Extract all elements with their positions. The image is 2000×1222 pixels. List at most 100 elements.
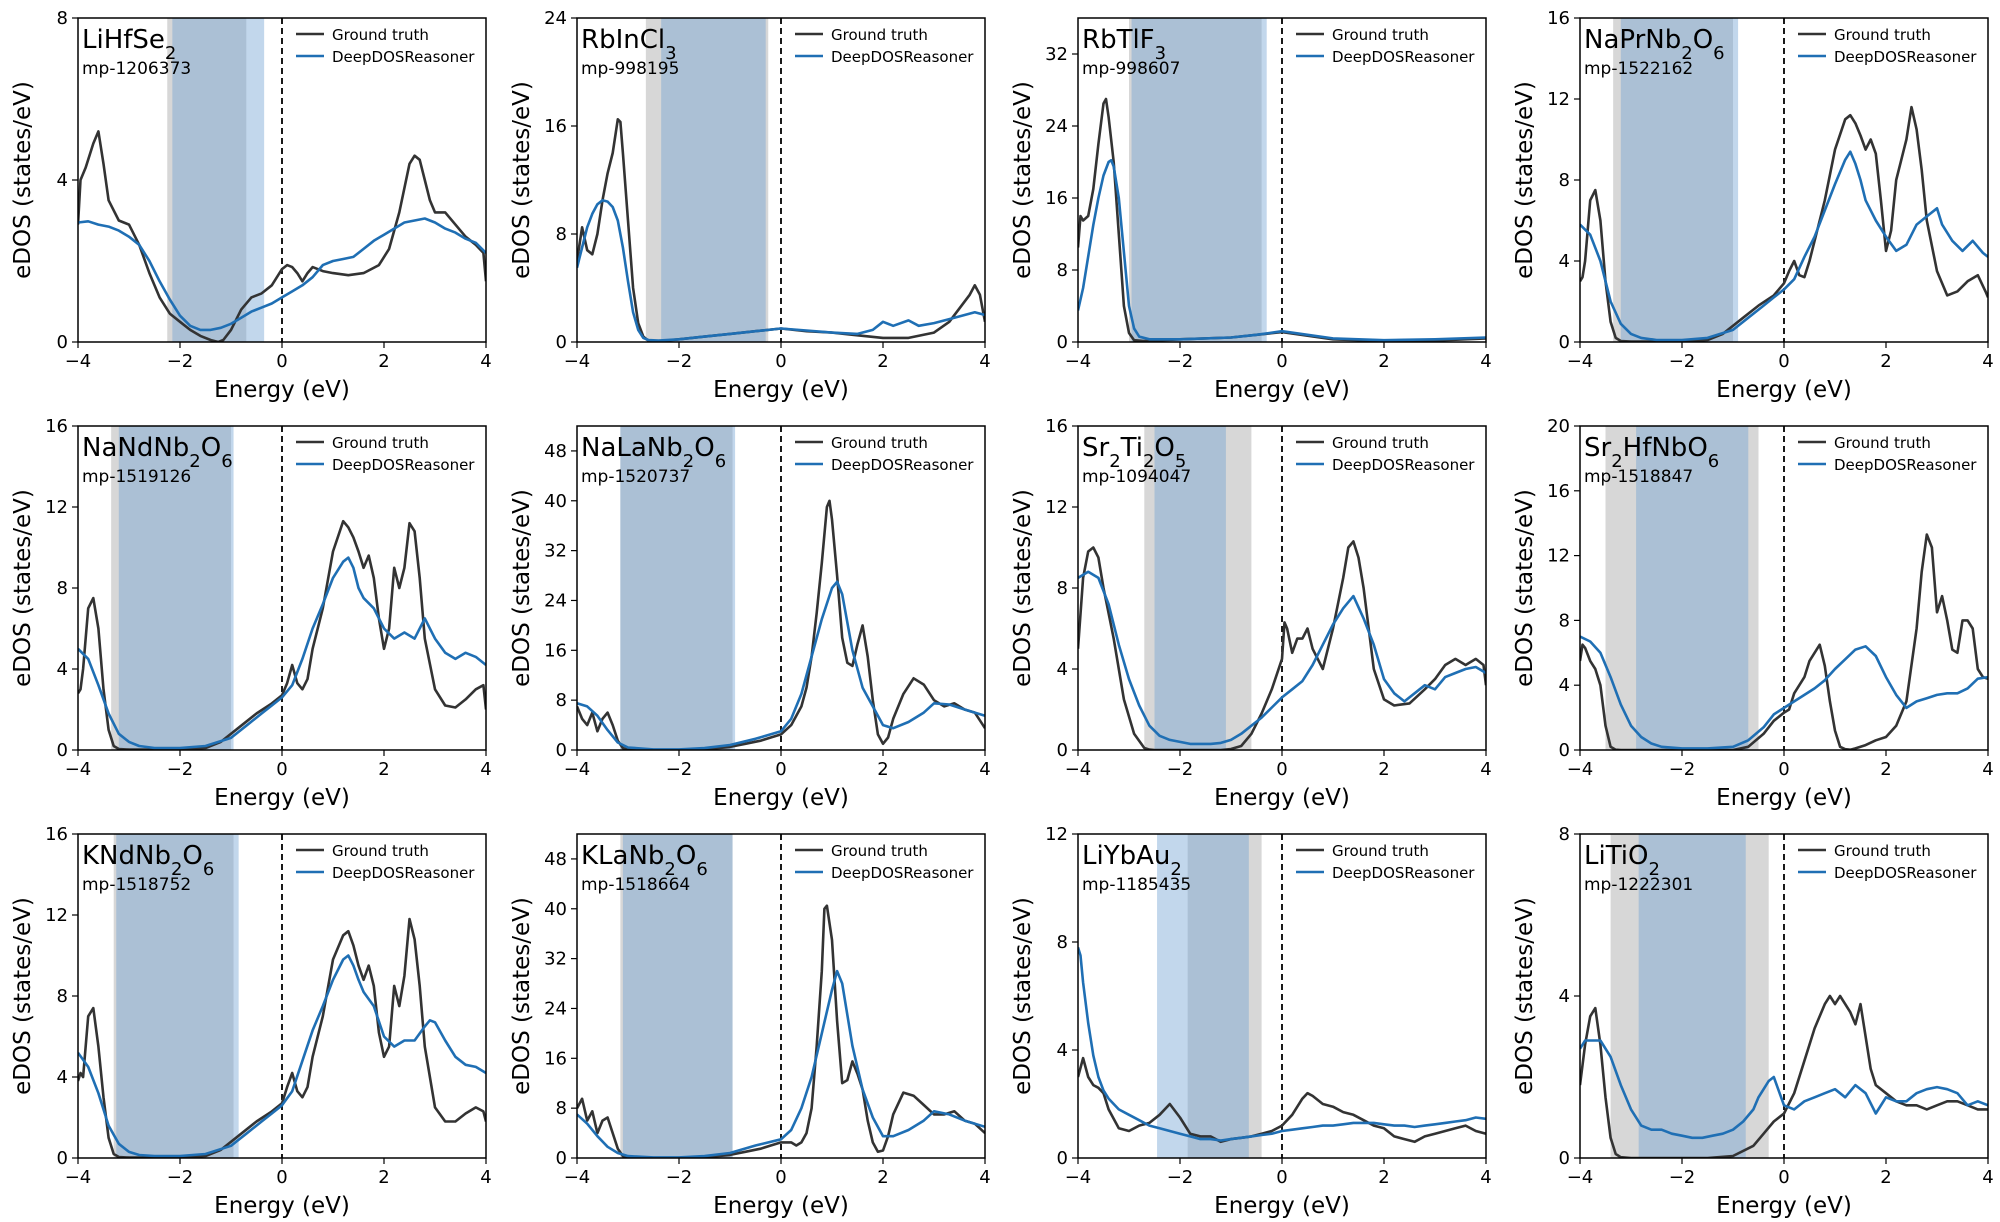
x-tick-label: 0	[1276, 1167, 1287, 1188]
x-tick-label: 0	[775, 351, 786, 372]
x-tick-label: 2	[1880, 1167, 1891, 1188]
y-tick-label: 8	[1559, 610, 1570, 631]
y-tick-label: 24	[1045, 116, 1068, 137]
x-tick-label: 2	[1378, 759, 1389, 780]
band-gap-ground-truth	[645, 18, 769, 342]
x-tick-label: 2	[877, 351, 888, 372]
x-tick-label: 0	[1778, 759, 1789, 780]
x-tick-label: 4	[979, 759, 990, 780]
chart-panel: −4 −2 0 2 4 0 4 8 12 16 Energy (eV) eDOS (states/eV…	[1010, 416, 1492, 811]
x-tick-label: 0	[1276, 351, 1287, 372]
legend-label: DeepDOSReasoner	[831, 48, 974, 66]
chart-panel: −4 −2 0 2 4 0 4 8 12 16 Energy (eV) eDOS (states/eV…	[1512, 8, 1994, 403]
legend-label: DeepDOSReasoner	[332, 456, 475, 474]
material-id: mp-1519126	[82, 467, 191, 487]
y-tick-label: 20	[1547, 416, 1570, 437]
y-tick-label: 8	[556, 224, 567, 245]
band-gap-ground-truth	[1610, 834, 1769, 1158]
x-tick-label: 0	[775, 759, 786, 780]
y-tick-label: 0	[1057, 332, 1068, 353]
x-tick-label: 0	[1778, 1167, 1789, 1188]
x-tick-label: −4	[1065, 759, 1092, 780]
y-tick-label: 12	[45, 497, 68, 518]
material-id: mp-998607	[1082, 59, 1180, 79]
y-tick-label: 16	[1045, 188, 1068, 209]
x-axis-label: Energy (eV)	[1214, 785, 1350, 811]
x-tick-label: 2	[378, 759, 389, 780]
y-tick-label: 12	[45, 905, 68, 926]
band-gap-predicted	[1154, 426, 1226, 750]
legend-label: DeepDOSReasoner	[332, 48, 475, 66]
material-id: mp-1222301	[1584, 875, 1693, 895]
material-formula: Sr2HfNbO6	[1584, 433, 1719, 472]
chart-panel: −4 −2 0 2 4 0 4 8 12 16 Energy (eV) eDOS (states/eV…	[10, 824, 492, 1219]
prediction-line	[1580, 1039, 1988, 1140]
ground-truth-line	[78, 130, 486, 342]
ground-truth-line	[78, 917, 486, 1158]
band-gap-predicted	[116, 834, 239, 1158]
y-tick-label: 8	[57, 578, 68, 599]
y-tick-label: 8	[1559, 824, 1570, 845]
x-tick-label: 4	[480, 759, 491, 780]
y-tick-label: 24	[544, 998, 567, 1019]
y-tick-label: 16	[1045, 416, 1068, 437]
legend-label: Ground truth	[1834, 434, 1931, 452]
legend-label: Ground truth	[332, 26, 429, 44]
ground-truth-line	[1580, 994, 1988, 1158]
x-tick-label: −2	[1167, 1167, 1194, 1188]
x-tick-label: −2	[1167, 759, 1194, 780]
y-tick-label: 12	[1045, 824, 1068, 845]
band-gap-ground-truth	[1129, 18, 1262, 342]
x-tick-label: 0	[276, 1167, 287, 1188]
prediction-line	[1078, 158, 1486, 342]
chart-panel: −4 −2 0 2 4 0 4 8 12 Energy (eV) eDOS (states/eV) L…	[1010, 824, 1492, 1219]
band-gap-ground-truth	[1144, 426, 1252, 750]
x-tick-label: −4	[1567, 759, 1594, 780]
x-tick-label: 2	[1378, 1167, 1389, 1188]
y-tick-label: 0	[1057, 740, 1068, 761]
legend-label: DeepDOSReasoner	[1332, 456, 1475, 474]
material-id: mp-1518847	[1584, 467, 1693, 487]
y-axis-label: eDOS (states/eV)	[10, 81, 36, 279]
x-tick-label: −4	[1065, 1167, 1092, 1188]
legend-label: Ground truth	[1332, 434, 1429, 452]
material-formula: Sr2Ti2O5	[1082, 433, 1186, 472]
legend-label: Ground truth	[1834, 842, 1931, 860]
y-tick-label: 0	[57, 740, 68, 761]
band-gap-predicted	[1157, 834, 1249, 1158]
y-tick-label: 8	[57, 986, 68, 1007]
x-tick-label: 4	[979, 1167, 990, 1188]
x-tick-label: −2	[1669, 351, 1696, 372]
x-tick-label: 0	[1778, 351, 1789, 372]
y-axis-label: eDOS (states/eV)	[10, 489, 36, 687]
y-axis-label: eDOS (states/eV)	[1512, 489, 1538, 687]
legend-label: Ground truth	[1332, 842, 1429, 860]
y-axis-label: eDOS (states/eV)	[1010, 81, 1036, 279]
y-axis-label: eDOS (states/eV)	[10, 897, 36, 1095]
x-axis-label: Energy (eV)	[713, 377, 849, 403]
legend-label: DeepDOSReasoner	[1834, 48, 1977, 66]
band-gap-ground-truth	[111, 426, 231, 750]
prediction-line	[577, 199, 985, 342]
x-tick-label: 2	[1880, 351, 1891, 372]
x-tick-label: −2	[167, 351, 194, 372]
material-formula: LiTiO2	[1584, 841, 1660, 880]
legend-label: DeepDOSReasoner	[1332, 864, 1475, 882]
band-gap-ground-truth	[620, 426, 733, 750]
legend-label: DeepDOSReasoner	[831, 864, 974, 882]
y-tick-label: 4	[1057, 1040, 1068, 1061]
ground-truth-line	[1078, 540, 1486, 750]
ground-truth-line	[78, 519, 486, 750]
y-tick-label: 4	[1559, 675, 1570, 696]
band-gap-ground-truth	[167, 18, 247, 342]
x-axis-label: Energy (eV)	[713, 1193, 849, 1219]
x-tick-label: −2	[1167, 351, 1194, 372]
material-formula: RbInCl3	[581, 25, 677, 64]
y-tick-label: 4	[1559, 251, 1570, 272]
band-gap-predicted	[661, 18, 766, 342]
